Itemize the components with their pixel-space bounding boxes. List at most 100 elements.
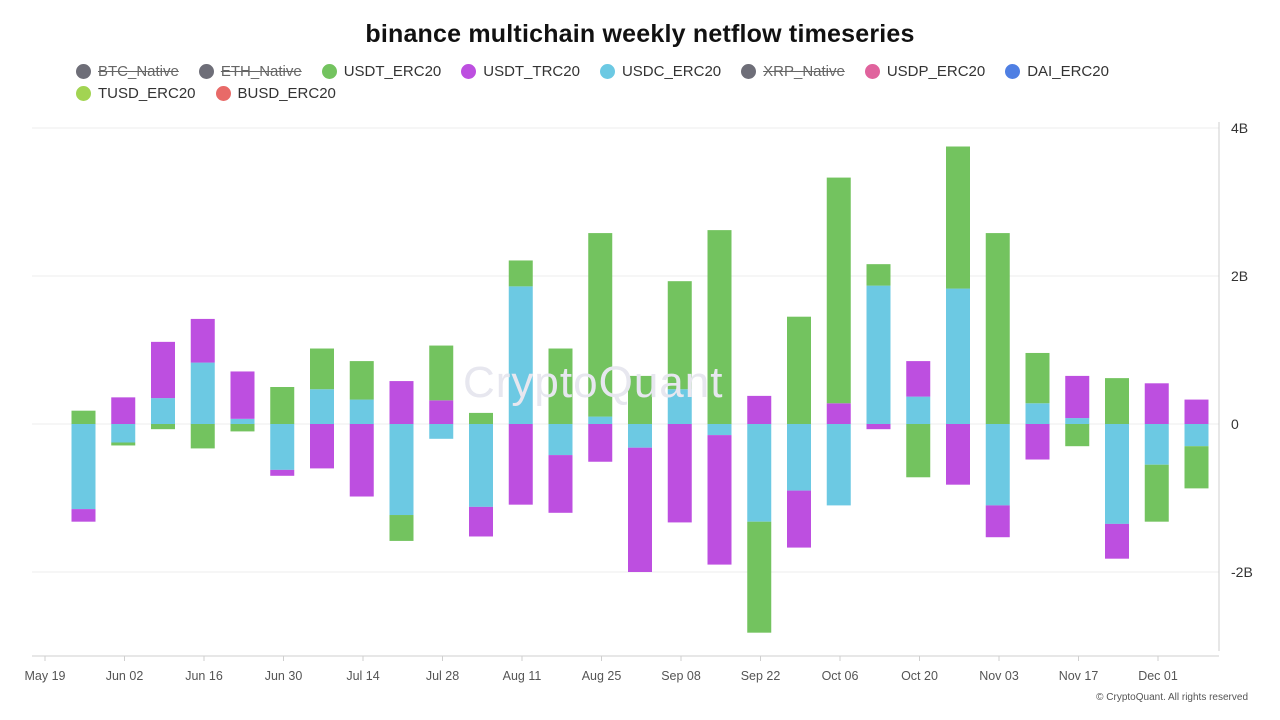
bar-usdt-trc20: [787, 490, 811, 548]
y-tick-label: 2B: [1231, 268, 1248, 284]
bar-usdt-erc20: [1144, 464, 1169, 522]
bar-usdc-erc20: [747, 424, 772, 522]
legend-label: BTC_Native: [98, 62, 179, 80]
bar-usdt-trc20: [707, 435, 732, 565]
bar-usdt-erc20: [349, 361, 374, 400]
watermark: CryptoQuant: [463, 358, 724, 407]
bar-usdc-erc20: [71, 424, 96, 510]
bar-usdt-trc20: [946, 424, 970, 485]
bar-usdt-trc20: [508, 424, 533, 505]
bar-usdt-erc20: [667, 281, 692, 390]
bar-usdt-trc20: [548, 455, 573, 513]
legend-swatch: [215, 85, 231, 101]
bar-usdc-erc20: [946, 288, 970, 424]
legend-item-busd-erc20[interactable]: BUSD_ERC20: [215, 83, 336, 103]
bar-usdt-erc20: [1065, 424, 1090, 447]
bar-usdt-erc20: [548, 348, 573, 424]
x-tick-label: Jun 02: [106, 669, 144, 683]
legend-label: USDT_TRC20: [483, 62, 580, 80]
legend-label: DAI_ERC20: [1027, 62, 1109, 80]
bar-usdt-erc20: [429, 345, 454, 401]
bar-usdt-trc20: [667, 424, 692, 523]
x-tick-label: Jul 14: [346, 669, 379, 683]
legend: BTC_Native ETH_Native USDT_ERC20 USDT_TRC20…: [76, 61, 1226, 103]
bar-usdt-erc20: [111, 442, 136, 446]
bar-usdt-erc20: [270, 387, 295, 424]
bar-usdt-trc20: [826, 403, 851, 424]
legend-item-usdp-erc20[interactable]: USDP_ERC20: [864, 61, 986, 81]
legend-item-eth-native[interactable]: ETH_Native: [198, 61, 302, 81]
legend-swatch: [461, 63, 477, 79]
x-tick-label: Aug 25: [582, 669, 622, 683]
bar-usdc-erc20: [508, 286, 533, 424]
legend-item-tusd-erc20[interactable]: TUSD_ERC20: [76, 83, 196, 103]
bar-usdt-trc20: [349, 424, 374, 497]
legend-item-usdt-trc20[interactable]: USDT_TRC20: [461, 61, 580, 81]
bar-usdt-trc20: [747, 395, 772, 424]
bar-usdt-erc20: [1025, 352, 1050, 404]
bar-usdc-erc20: [1184, 424, 1209, 447]
legend-item-dai-erc20[interactable]: DAI_ERC20: [1005, 61, 1109, 81]
bar-usdt-trc20: [469, 506, 493, 537]
bar-usdc-erc20: [628, 424, 652, 448]
x-tick-label: Sep 08: [661, 669, 701, 683]
bar-usdt-trc20: [906, 361, 931, 397]
bar-usdc-erc20: [349, 399, 374, 424]
legend-swatch: [76, 85, 91, 101]
bar-usdt-trc20: [389, 381, 414, 424]
bar-usdt-erc20: [985, 233, 1010, 424]
bar-usdt-erc20: [469, 412, 493, 424]
x-tick-label: Sep 22: [741, 669, 781, 683]
bar-usdc-erc20: [548, 424, 573, 456]
bar-usdc-erc20: [1105, 424, 1129, 524]
x-tick-label: Oct 20: [901, 669, 938, 683]
bar-usdt-erc20: [151, 424, 175, 430]
bar-usdt-erc20: [310, 348, 334, 390]
legend-item-btc-native[interactable]: BTC_Native: [76, 61, 179, 81]
bar-usdc-erc20: [787, 424, 811, 491]
bar-usdt-trc20: [985, 505, 1010, 538]
legend-item-xrp-native[interactable]: XRP_Native: [741, 61, 845, 81]
x-tick-label: Nov 17: [1059, 669, 1099, 683]
bar-usdt-erc20: [628, 375, 652, 424]
legend-label: USDP_ERC20: [886, 62, 986, 80]
bar-usdc-erc20: [270, 424, 295, 470]
bar-usdt-erc20: [747, 521, 772, 633]
bar-usdt-trc20: [230, 371, 255, 419]
bar-usdc-erc20: [588, 416, 613, 424]
legend-item-usdt-erc20[interactable]: USDT_ERC20: [321, 61, 441, 81]
bar-usdt-erc20: [508, 260, 533, 287]
bar-usdt-erc20: [389, 515, 414, 541]
bar-usdt-erc20: [1184, 446, 1209, 489]
legend-label: BUSD_ERC20: [237, 84, 336, 102]
bar-usdt-erc20: [946, 146, 970, 289]
x-tick-label: Dec 01: [1138, 669, 1178, 683]
bar-usdt-trc20: [1105, 523, 1129, 559]
bar-usdt-trc20: [588, 424, 613, 462]
chart-title: binance multichain weekly netflow timese…: [365, 20, 915, 48]
bar-usdt-erc20: [71, 410, 96, 424]
copyright-text: © CryptoQuant. All rights reserved: [1096, 692, 1248, 703]
bar-usdt-erc20: [1105, 378, 1129, 424]
bar-usdt-erc20: [866, 264, 891, 286]
legend-label: ETH_Native: [220, 62, 302, 80]
bar-usdc-erc20: [111, 424, 136, 443]
legend-item-usdc-erc20[interactable]: USDC_ERC20: [599, 61, 721, 81]
bar-usdt-erc20: [906, 424, 931, 478]
legend-swatch: [321, 63, 337, 79]
bar-usdt-erc20: [826, 177, 851, 404]
bar-usdt-trc20: [310, 424, 334, 469]
y-tick-label: 4B: [1231, 120, 1248, 136]
bar-usdt-trc20: [190, 318, 215, 363]
bar-usdc-erc20: [1144, 424, 1169, 465]
legend-label: XRP_Native: [763, 62, 845, 80]
bar-usdt-erc20: [707, 230, 732, 424]
x-tick-label: Oct 06: [822, 669, 859, 683]
bar-usdc-erc20: [826, 424, 851, 506]
x-tick-label: Jun 30: [265, 669, 303, 683]
bar-usdt-erc20: [230, 424, 255, 432]
bar-usdt-trc20: [71, 509, 96, 522]
legend-swatch: [198, 63, 214, 79]
bar-usdc-erc20: [667, 389, 692, 424]
